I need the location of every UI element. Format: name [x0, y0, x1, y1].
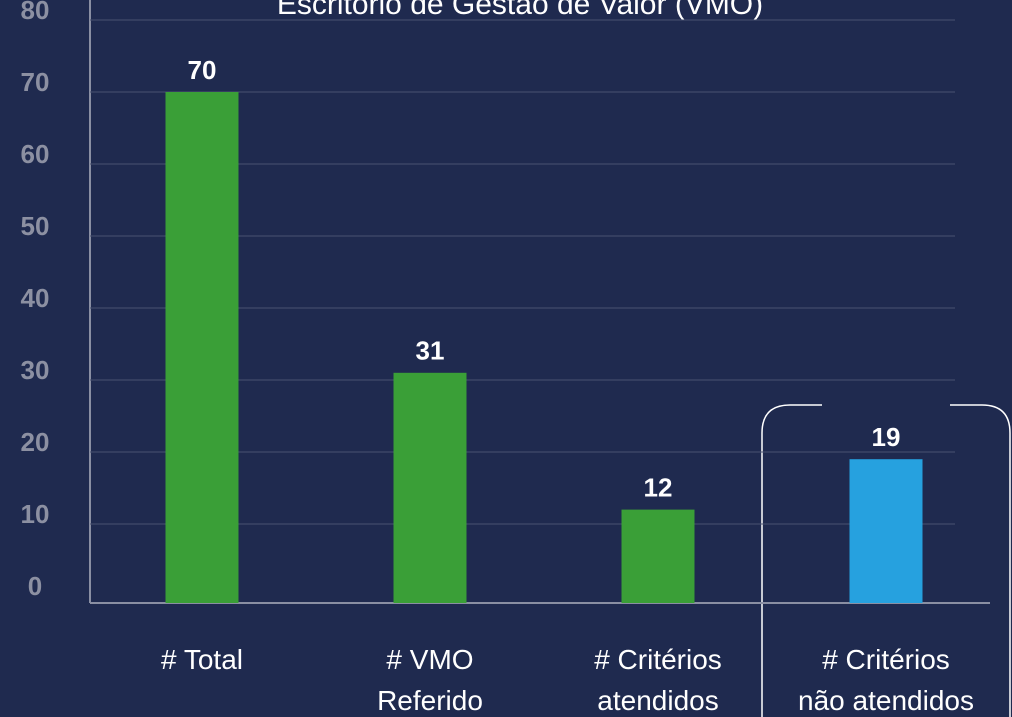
value-label: 19: [872, 422, 901, 452]
bar: [165, 92, 239, 603]
y-tick-label: 20: [21, 427, 50, 457]
y-tick-label: 80: [21, 0, 50, 25]
x-tick-label: # VMO Referido: [377, 644, 483, 716]
y-tick-label: 10: [21, 499, 50, 529]
x-tick-label: # Total: [161, 644, 243, 675]
value-label: 12: [644, 472, 673, 502]
highlight-bracket: [761, 404, 1011, 717]
x-tick-label: # Critérios não atendidos: [798, 644, 974, 716]
y-tick-label: 30: [21, 355, 50, 385]
value-label: 31: [416, 336, 445, 366]
y-tick-label: 40: [21, 283, 50, 313]
y-tick-label: 50: [21, 211, 50, 241]
bar: [621, 509, 695, 603]
y-tick-label: 60: [21, 139, 50, 169]
bar: [849, 459, 923, 603]
x-tick-label: # Critérios atendidos: [594, 644, 722, 716]
y-tick-label: 0: [28, 571, 42, 601]
value-label: 70: [188, 55, 217, 85]
bar: [393, 372, 467, 603]
y-tick-label: 70: [21, 67, 50, 97]
chart-title: Escritório de Gestão de Valor (VMO): [277, 0, 763, 21]
